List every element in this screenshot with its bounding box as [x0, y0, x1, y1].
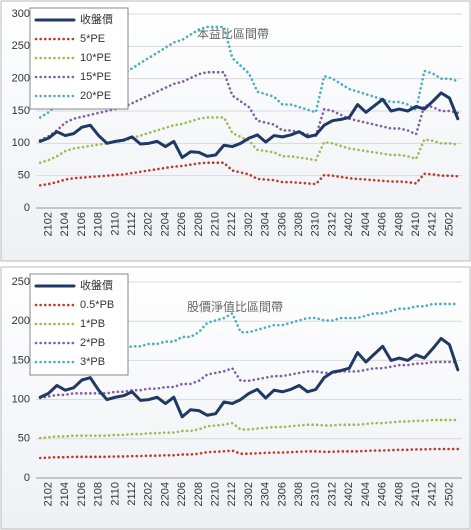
x-tick-label: 2102 [42, 482, 54, 506]
chart-title: 本益比區間帶 [197, 27, 269, 41]
x-tick-label: 2202 [143, 482, 155, 506]
x-tick-label: 2406 [377, 482, 389, 506]
x-tick-label: 2106 [76, 482, 88, 506]
y-tick-label: 250 [12, 40, 30, 52]
x-tick-label: 2206 [176, 482, 188, 506]
x-tick-label: 2402 [343, 482, 355, 506]
x-tick-label: 2204 [159, 482, 171, 506]
x-tick-label: 2112 [126, 482, 138, 506]
x-tick-label: 2312 [326, 482, 338, 506]
y-tick-label: 150 [12, 354, 30, 366]
x-tick-label: 2310 [310, 212, 322, 236]
x-tick-label: 2108 [93, 212, 105, 236]
y-tick-label: 0 [24, 472, 30, 484]
y-tick-label: 50 [18, 170, 30, 182]
legend-label: 2*PB [80, 337, 105, 349]
x-tick-label: 2404 [360, 482, 372, 506]
x-tick-label: 2404 [360, 212, 372, 236]
x-tick-label: 2210 [209, 482, 221, 506]
legend-label: 3*PB [80, 356, 105, 368]
x-tick-label: 2412 [427, 212, 439, 236]
x-tick-label: 2304 [260, 212, 272, 236]
series-line [38, 336, 460, 419]
series-line [38, 70, 460, 142]
y-tick-label: 200 [12, 315, 30, 327]
x-tick-label: 2406 [377, 212, 389, 236]
y-tick-label: 100 [12, 137, 30, 149]
legend-label: 15*PE [80, 71, 111, 83]
x-tick-label: 2502 [443, 482, 455, 506]
y-tick-label: 0 [24, 202, 30, 214]
x-tick-label: 2306 [276, 212, 288, 236]
x-tick-label: 2408 [393, 482, 405, 506]
legend-label: 5*PE [80, 33, 105, 45]
y-tick-label: 250 [12, 276, 30, 288]
x-tick-label: 2410 [410, 212, 422, 236]
chart-pe: 0 50 100 150 200 250 300 2102 2104 2106 2108 2110 21… [0, 0, 471, 262]
x-tick-label: 2302 [243, 212, 255, 236]
x-tick-label: 2304 [260, 482, 272, 506]
x-tick-label: 2108 [93, 482, 105, 506]
x-tick-label: 2308 [293, 482, 305, 506]
x-tick-label: 2104 [59, 212, 71, 236]
legend-label: 收盤價 [80, 12, 113, 26]
x-tick-label: 2410 [410, 482, 422, 506]
series-line [38, 161, 460, 187]
x-tick-label: 2210 [209, 212, 221, 236]
x-tick-label: 2412 [427, 482, 439, 506]
x-tick-label: 2408 [393, 212, 405, 236]
y-tick-label: 200 [12, 73, 30, 85]
x-tick-label: 2402 [343, 212, 355, 236]
series-line [38, 360, 460, 400]
x-tick-label: 2208 [193, 482, 205, 506]
x-tick-label: 2208 [193, 212, 205, 236]
series-line [38, 418, 460, 440]
x-tick-label: 2310 [310, 482, 322, 506]
x-tick-label: 2102 [42, 212, 54, 236]
legend-label: 1*PB [80, 318, 105, 330]
x-tick-label: 2106 [76, 212, 88, 236]
chart-title: 股價淨值比區間帶 [187, 299, 283, 314]
x-tick-label: 2206 [176, 212, 188, 236]
series-line [38, 447, 460, 460]
legend-label: 20*PE [80, 90, 111, 102]
x-tick-label: 2212 [226, 212, 238, 236]
legend-label: 10*PE [80, 52, 111, 64]
chart-pb: 0 50 100 150 200 250 2102 2104 2106 2108 2110 2112 2… [0, 266, 471, 530]
x-tick-label: 2110 [109, 482, 121, 506]
x-tick-label: 2502 [443, 212, 455, 236]
x-tick-label: 2110 [109, 212, 121, 236]
y-tick-label: 50 [18, 433, 30, 445]
x-tick-label: 2112 [126, 212, 138, 236]
legend-label: 0.5*PB [80, 299, 114, 311]
x-tick-label: 2204 [159, 212, 171, 236]
y-tick-label: 150 [12, 105, 30, 117]
y-tick-label: 100 [12, 394, 30, 406]
x-tick-label: 2212 [226, 482, 238, 506]
x-tick-label: 2302 [243, 482, 255, 506]
series-line [38, 91, 460, 160]
x-tick-label: 2306 [276, 482, 288, 506]
x-tick-label: 2312 [326, 212, 338, 236]
y-tick-label: 300 [12, 8, 30, 20]
x-tick-label: 2104 [59, 482, 71, 506]
x-tick-label: 2308 [293, 212, 305, 236]
legend-label: 收盤價 [80, 278, 113, 292]
x-tick-label: 2202 [143, 212, 155, 236]
